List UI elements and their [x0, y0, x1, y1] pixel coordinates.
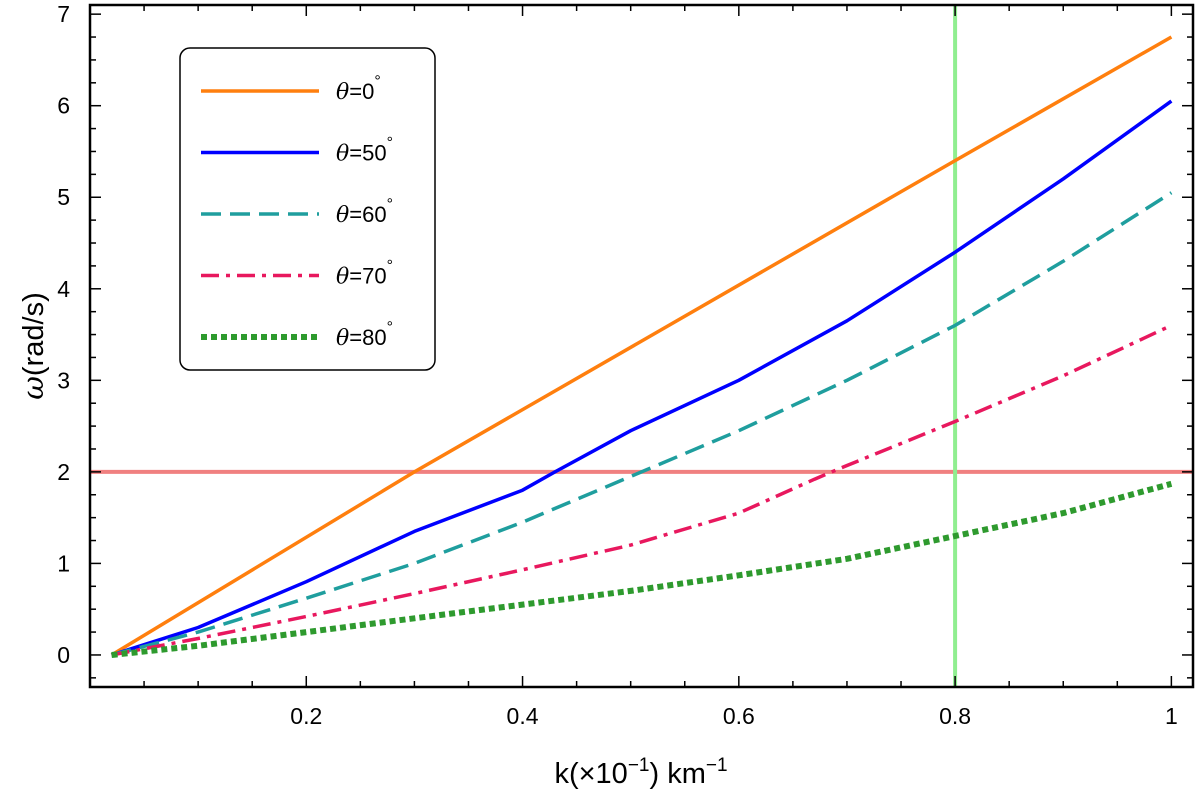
- y-tick-label: 3: [57, 367, 70, 393]
- legend-label-1: θ=0°: [336, 73, 381, 105]
- y-tick-label: 6: [57, 93, 70, 119]
- x-tick-label: 0.8: [939, 703, 971, 729]
- y-tick-label: 0: [57, 642, 70, 668]
- x-tick-label: 0.4: [507, 703, 539, 729]
- x-tick-label: 1: [1165, 703, 1178, 729]
- series-line-4: [111, 323, 1173, 657]
- series-line-3: [111, 191, 1173, 657]
- y-tick-label: 1: [57, 550, 70, 576]
- legend-label-3: θ=60°: [336, 196, 393, 228]
- legend-label-5: θ=80°: [336, 319, 393, 351]
- tick-labels: 0.2 0.4 0.6 0.8 1 0 1 2 3 4 5 6 7: [57, 1, 1178, 729]
- legend-label-2: θ=50°: [336, 135, 393, 167]
- x-axis-label: k(×10−1) km−1: [554, 755, 727, 790]
- series-line-2: [111, 99, 1173, 657]
- x-tick-label: 0.6: [723, 703, 755, 729]
- legend-label-4: θ=70°: [336, 258, 393, 290]
- series-lines: [110, 35, 1173, 658]
- y-tick-label: 4: [57, 276, 70, 302]
- y-tick-label: 2: [57, 459, 70, 485]
- y-tick-label: 5: [57, 184, 70, 210]
- legend-box: [179, 47, 436, 371]
- series-line-5: [111, 480, 1173, 658]
- y-axis-label: ω(rad/s): [16, 292, 50, 399]
- legend: θ=0° θ=50° θ=60° θ=70° θ=80°: [179, 47, 436, 371]
- x-tick-label: 0.2: [290, 703, 322, 729]
- series-line-1: [110, 35, 1173, 657]
- y-tick-label: 7: [57, 1, 70, 27]
- plot-frame: [88, 3, 1195, 689]
